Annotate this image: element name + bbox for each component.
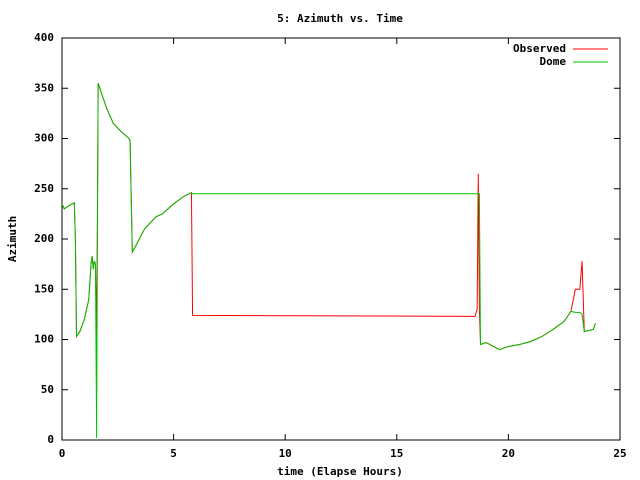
x-tick-label: 5 <box>170 447 177 460</box>
y-tick-label: 50 <box>41 383 54 396</box>
x-tick-label: 10 <box>279 447 292 460</box>
legend-label: Dome <box>540 55 567 68</box>
x-tick-label: 25 <box>613 447 626 460</box>
y-tick-label: 250 <box>34 182 54 195</box>
chart-title: 5: Azimuth vs. Time <box>277 12 403 25</box>
x-tick-label: 20 <box>502 447 515 460</box>
x-tick-label: 15 <box>390 447 403 460</box>
y-tick-label: 100 <box>34 333 54 346</box>
x-axis-label: time (Elapse Hours) <box>277 465 403 478</box>
y-tick-label: 200 <box>34 232 54 245</box>
data-line <box>61 83 596 438</box>
y-tick-label: 400 <box>34 31 54 44</box>
y-axis-label: Azimuth <box>6 216 19 262</box>
y-tick-label: 0 <box>47 433 54 446</box>
y-tick-label: 350 <box>34 81 54 94</box>
legend-label: Observed <box>513 42 566 55</box>
y-tick-label: 150 <box>34 282 54 295</box>
y-tick-label: 300 <box>34 132 54 145</box>
x-tick-label: 0 <box>59 447 66 460</box>
